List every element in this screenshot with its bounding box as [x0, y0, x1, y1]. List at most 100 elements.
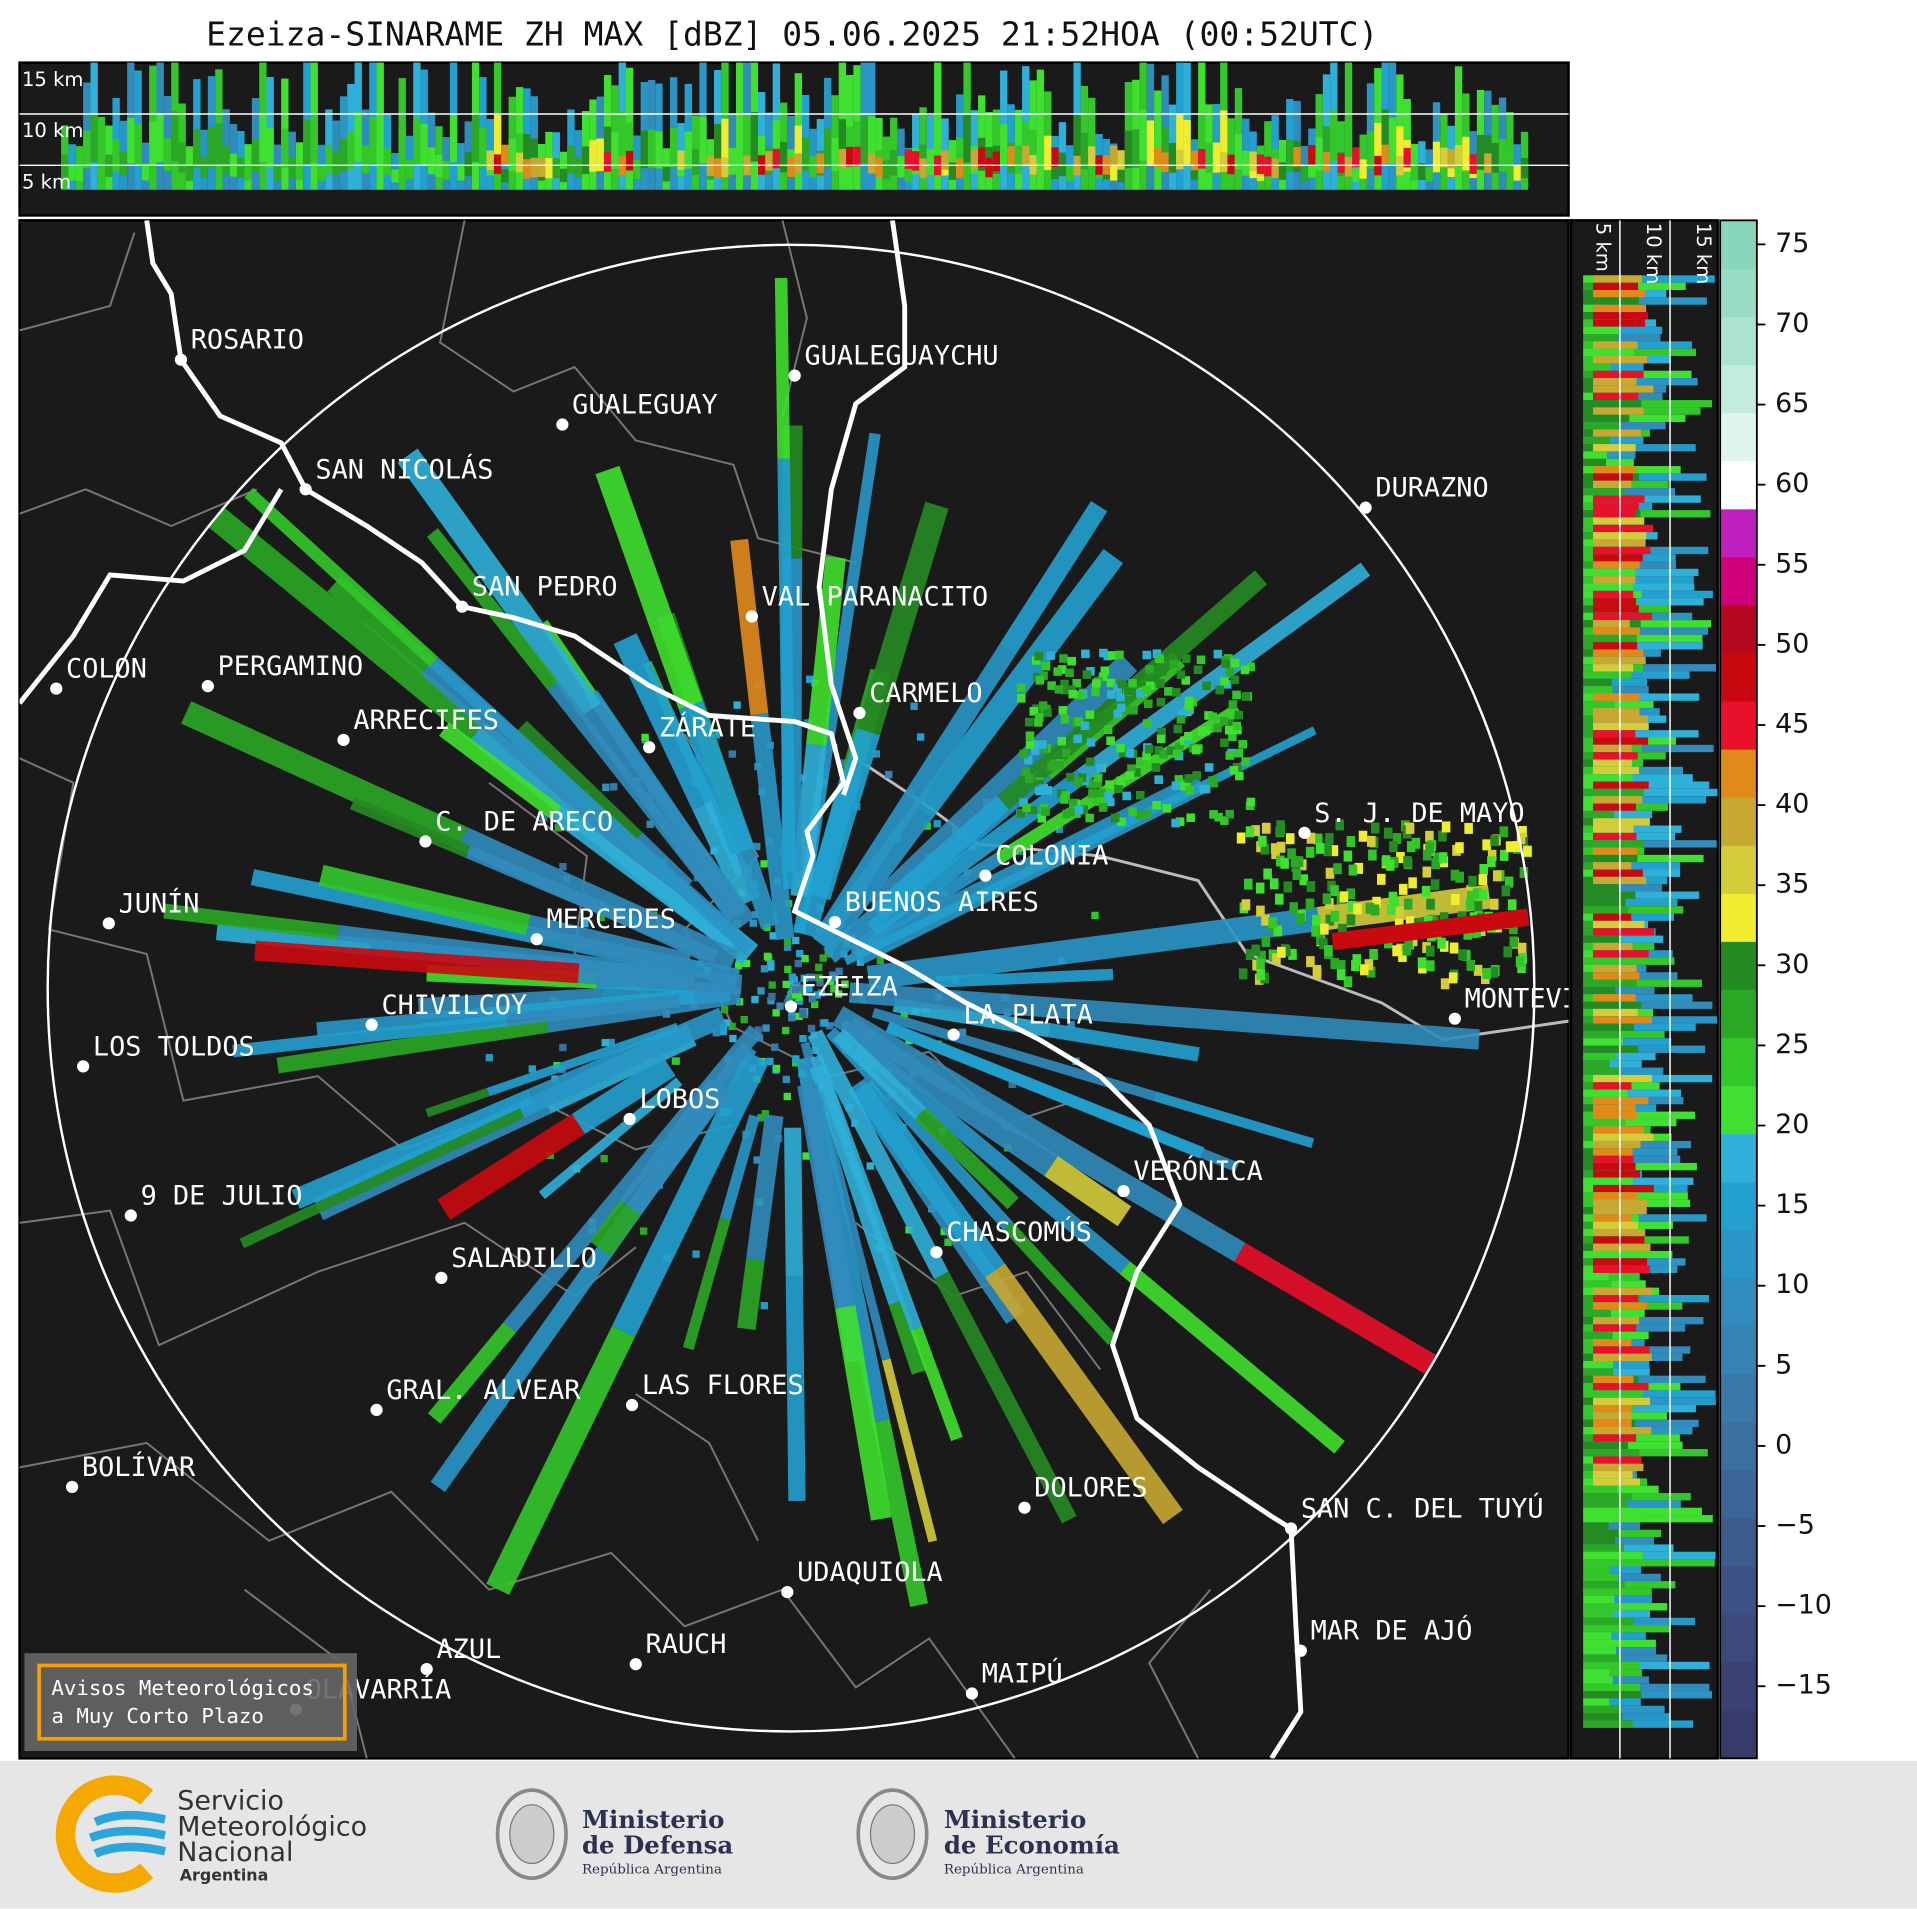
echo — [1080, 721, 1090, 730]
echo — [1458, 949, 1467, 961]
section-column — [919, 158, 927, 179]
section-row — [1583, 363, 1611, 371]
section-column — [90, 114, 98, 163]
echo — [1055, 760, 1064, 770]
echo — [1196, 655, 1206, 665]
echo — [872, 750, 881, 758]
echo — [1016, 693, 1026, 703]
section-column — [486, 150, 494, 171]
echo-ray — [208, 507, 486, 741]
echo — [1202, 681, 1211, 691]
city-label: LOS TOLDOS — [93, 1031, 255, 1062]
height-label: 15 km — [1692, 223, 1715, 284]
city-label: GRAL. ALVEAR — [386, 1375, 581, 1406]
section-column — [332, 151, 340, 176]
section-column — [1212, 142, 1221, 173]
logo-text: Nacional — [177, 1837, 293, 1868]
section-column — [1036, 123, 1045, 166]
section-row — [1583, 583, 1634, 591]
echo — [559, 1043, 567, 1052]
echo-ray — [327, 575, 435, 675]
city-label: MONTEVIDEO — [1465, 984, 1627, 1015]
echo — [559, 862, 567, 871]
section-row — [1583, 568, 1699, 577]
section-row — [1593, 1324, 1637, 1332]
section-row — [1583, 363, 1644, 371]
echo — [1088, 789, 1097, 799]
echo-ray — [571, 1055, 676, 1134]
echo — [826, 1022, 834, 1030]
colorbar-band — [1720, 941, 1757, 990]
echo — [1091, 911, 1099, 920]
section-row — [1583, 686, 1613, 694]
echo — [600, 1154, 608, 1163]
echo — [1076, 690, 1086, 700]
section-row — [1583, 1419, 1699, 1428]
echo — [1324, 945, 1333, 957]
colorbar-band — [1720, 1566, 1757, 1615]
section-column — [1110, 145, 1118, 166]
echo — [923, 822, 931, 830]
notice-box[interactable]: Avisos Meteorológicos a Muy Corto Plazo — [24, 1653, 357, 1752]
echo — [1156, 734, 1166, 744]
echo-ray — [818, 432, 881, 769]
section-row — [1583, 568, 1636, 577]
section-row — [1583, 1581, 1676, 1589]
section-row — [1583, 994, 1693, 1002]
colorbar-band — [1720, 989, 1757, 1039]
echo — [1292, 868, 1302, 880]
section-row — [1583, 1603, 1668, 1611]
echo-ray — [525, 914, 692, 974]
echo — [1032, 740, 1041, 750]
echo — [1037, 740, 1047, 749]
section-row — [1583, 1705, 1665, 1714]
echo — [1338, 923, 1347, 935]
echo — [1169, 659, 1179, 669]
echo — [1176, 715, 1186, 724]
section-column — [809, 156, 817, 178]
section-column — [816, 153, 825, 174]
section-row — [1593, 1111, 1637, 1119]
section-column — [963, 115, 971, 163]
echo — [1499, 826, 1509, 838]
section-row — [1593, 1126, 1645, 1134]
section-row — [1583, 1559, 1715, 1567]
echo-ray — [1076, 562, 1371, 783]
echo — [1240, 665, 1250, 675]
echo — [1448, 972, 1458, 984]
section-row — [1583, 620, 1712, 628]
echo — [1449, 942, 1459, 954]
echo — [1058, 706, 1068, 715]
city-label: GUALEGUAY — [572, 390, 718, 421]
section-column — [1168, 142, 1177, 173]
section-row — [1583, 510, 1711, 518]
echo — [1360, 964, 1369, 976]
echo — [782, 980, 790, 989]
echo-ray — [797, 1083, 856, 1309]
section-row — [1583, 774, 1693, 782]
section-column — [141, 163, 150, 181]
echo — [1519, 867, 1529, 879]
section-column — [317, 165, 326, 181]
section-row — [1583, 1507, 1637, 1516]
echo — [1330, 958, 1339, 970]
echo — [1143, 809, 1152, 819]
section-row — [1583, 1067, 1664, 1075]
echo — [1019, 749, 1028, 759]
section-row — [1583, 678, 1647, 687]
section-row — [1583, 1368, 1614, 1376]
echo — [554, 824, 563, 832]
echo — [1408, 877, 1417, 889]
colorbar-tick-label: 55 — [1775, 548, 1809, 579]
city-dot — [1018, 1501, 1031, 1514]
section-column — [515, 152, 524, 173]
city-dot — [1448, 1012, 1461, 1025]
colorbar-frame — [1719, 219, 1758, 1760]
echo — [1425, 842, 1434, 854]
echo — [1041, 807, 1050, 816]
section-row — [1583, 1551, 1643, 1560]
section-column — [625, 122, 634, 166]
section-row — [1583, 1595, 1653, 1604]
colorbar-band — [1720, 1229, 1757, 1279]
section-row — [1583, 1316, 1704, 1325]
